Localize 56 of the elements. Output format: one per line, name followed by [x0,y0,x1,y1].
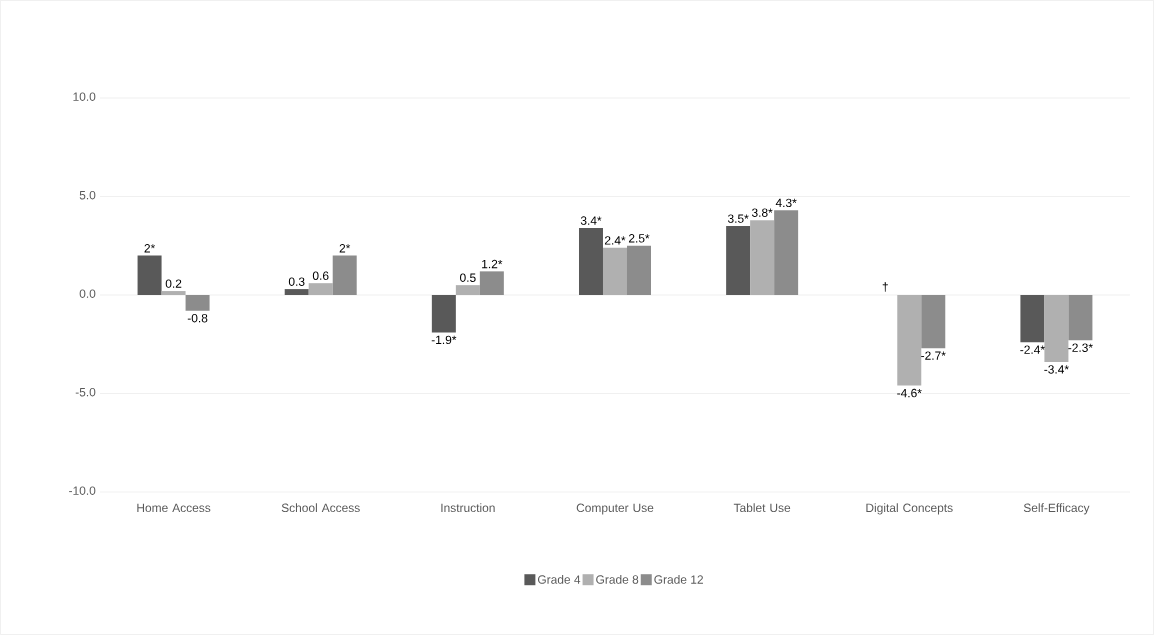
bar [1020,295,1045,343]
bar [332,255,357,295]
legend-label: Grade 4 [537,574,581,584]
bar [185,295,210,311]
data-label: 0.5 [460,273,476,282]
y-tick-label: 5.0 [79,190,96,200]
data-label: 0.3 [288,277,305,286]
y-tick-label: -5.0 [75,387,96,397]
y-tick-label: -10.0 [69,486,96,495]
legend-label: Grade 12 [654,574,703,584]
bar [626,245,651,295]
data-label: 3.4* [580,216,602,225]
bar [455,285,480,295]
bar [308,283,333,295]
bar [284,289,309,295]
data-label: 1.2* [482,259,503,269]
bar [726,226,751,295]
text: † [882,282,888,292]
data-label: -3.4* [1044,365,1069,374]
bar [602,247,627,295]
bar [161,291,186,295]
x-tick-label: Instruction [441,503,495,513]
data-label: -2.7* [921,351,946,360]
data-label: 4.3* [775,198,797,208]
bar [1068,295,1093,341]
y-tick-label: 10.0 [73,92,96,101]
data-label: 2* [144,244,156,253]
bar [897,295,922,386]
data-label: 0.2 [165,279,182,288]
bar [479,271,504,295]
x-tick-label: School Access [281,503,360,513]
data-label: 2* [339,244,351,253]
data-label: 3.5* [727,214,749,223]
x-tick-label: Self-Efficacy [1023,503,1090,515]
bar [774,210,799,295]
legend-label: Grade 8 [596,574,639,584]
bar [750,220,775,295]
y-tick-label: 0.0 [79,289,96,298]
data-label: -0.8 [187,313,208,323]
bar [137,255,162,295]
bar [578,228,603,295]
x-tick-label: Computer Use [576,503,654,515]
data-label: 3.8* [751,208,773,217]
data-label: 0.6 [312,271,329,280]
x-tick-label: Tablet Use [733,503,791,513]
data-label: -1.9* [431,335,457,345]
data-label: 2.4* [604,236,626,245]
data-label: -4.6* [897,388,922,398]
data-label: 2.5* [628,234,650,243]
x-tick-label: Digital Concepts [866,503,953,515]
bar [431,295,456,333]
data-label: -2.4* [1020,345,1045,354]
data-label: -2.3* [1068,343,1093,352]
bar [1044,295,1069,362]
x-tick-label: Home Access [137,503,211,513]
bar [921,295,946,349]
